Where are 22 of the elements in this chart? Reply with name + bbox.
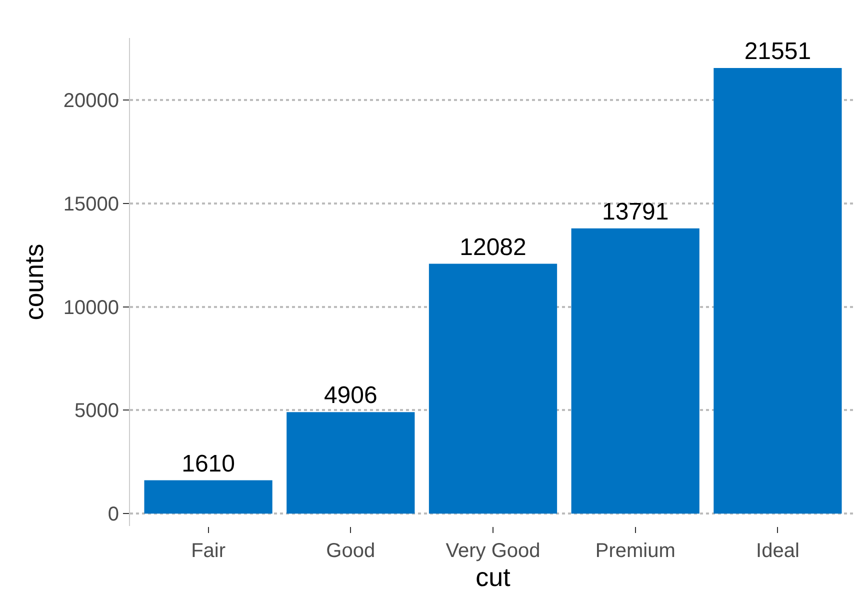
data-label: 12082 xyxy=(460,234,526,261)
data-label: 1610 xyxy=(182,450,235,478)
y-tick-label: 15000 xyxy=(63,193,119,216)
y-tick-label: 10000 xyxy=(63,296,119,319)
x-tick-label: Very Good xyxy=(446,540,540,562)
x-tick-label: Premium xyxy=(595,540,676,562)
data-label: 4906 xyxy=(324,382,378,410)
x-axis-title: cut xyxy=(476,562,512,592)
data-label: 13791 xyxy=(602,198,669,226)
bar xyxy=(144,480,272,514)
bar xyxy=(428,264,558,514)
bar xyxy=(714,68,842,514)
data-label: 21551 xyxy=(744,38,812,65)
y-tick-label: 5000 xyxy=(74,400,119,422)
x-tick-label: Fair xyxy=(191,540,226,562)
y-axis-title: counts xyxy=(18,244,49,320)
x-tick-label: Ideal xyxy=(756,540,800,562)
x-tick-label: Good xyxy=(326,540,376,562)
y-tick-label: 20000 xyxy=(63,90,119,112)
bar xyxy=(286,412,415,514)
y-tick-label: 0 xyxy=(108,504,119,526)
bar xyxy=(571,228,700,514)
